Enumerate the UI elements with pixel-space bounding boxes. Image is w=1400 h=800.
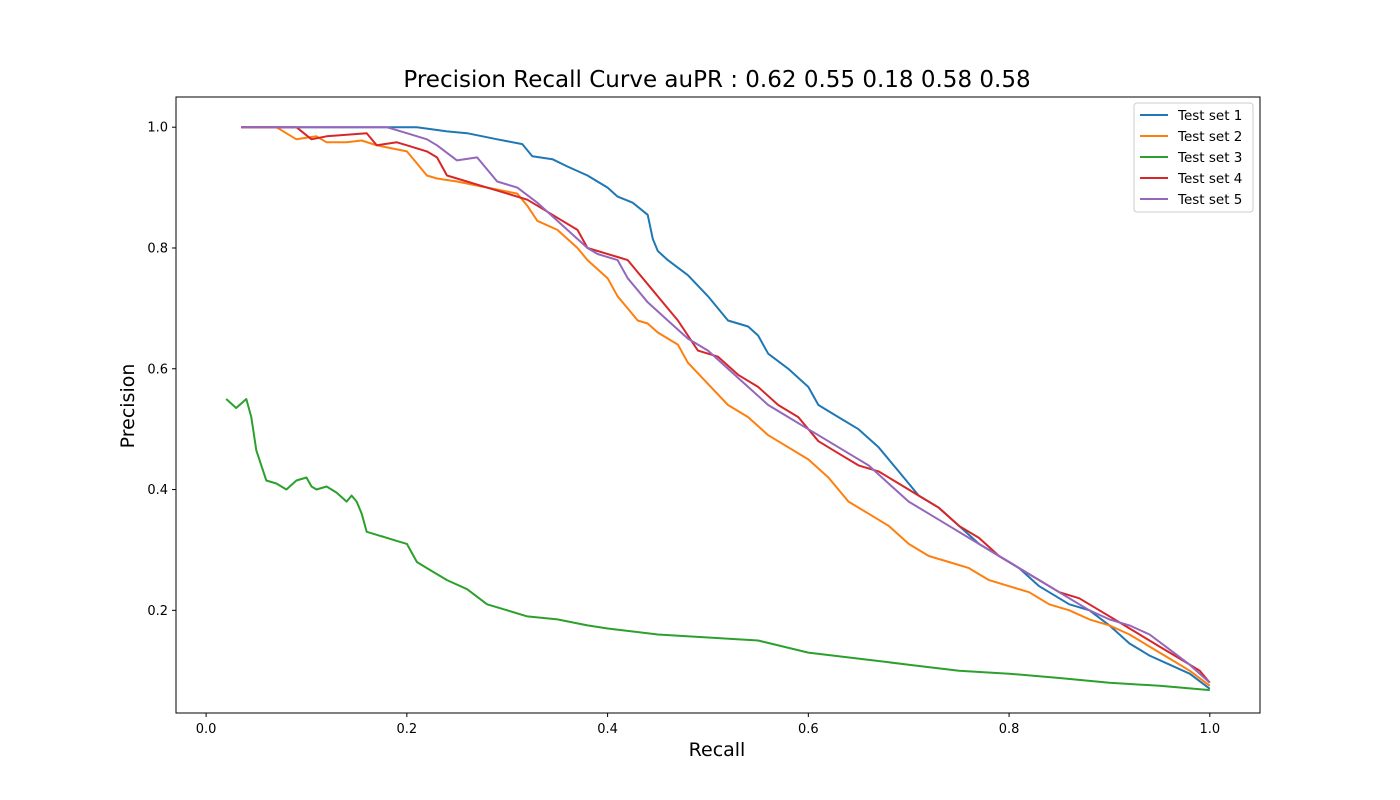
x-tick-label: 0.0 <box>196 722 217 737</box>
legend-box <box>1133 102 1254 213</box>
x-tick-label: 1.0 <box>1199 722 1220 737</box>
x-axis-label: Recall <box>689 739 746 761</box>
x-tick-label: 0.4 <box>597 722 618 737</box>
y-tick-label: 0.2 <box>147 604 168 619</box>
y-tick-label: 1.0 <box>147 121 168 136</box>
legend-label: Test set 5 <box>1177 192 1242 208</box>
series-line-test-set-3 <box>225 398 1210 692</box>
y-axis-label: Precision <box>117 364 139 449</box>
series-layer <box>225 126 1211 692</box>
legend-label: Test set 4 <box>1177 171 1242 187</box>
legend-label: Test set 1 <box>1177 108 1242 124</box>
legend-label: Test set 2 <box>1177 129 1242 145</box>
y-tick-label: 0.4 <box>147 483 168 498</box>
x-tick-label: 0.6 <box>798 722 819 737</box>
series-line-test-set-4 <box>241 126 1211 684</box>
legend-label: Test set 3 <box>1177 150 1242 166</box>
legend: Test set 1 Test set 2 Test set 3 Test set 4… <box>1133 102 1254 213</box>
y-axis-ticks: 0.2 0.4 0.6 0.8 1.0 <box>147 121 176 619</box>
series-line-test-set-1 <box>241 126 1211 690</box>
plot-area-frame <box>175 96 1261 714</box>
y-tick-label: 0.6 <box>147 362 168 377</box>
chart-title: Precision Recall Curve auPR : 0.62 0.55 … <box>403 67 1030 93</box>
y-tick-label: 0.8 <box>147 241 168 256</box>
x-axis-ticks: 0.0 0.2 0.4 0.6 0.8 1.0 <box>196 713 1220 737</box>
series-line-test-set-2 <box>241 126 1211 687</box>
x-tick-label: 0.8 <box>999 722 1020 737</box>
series-line-test-set-5 <box>241 126 1211 684</box>
x-tick-label: 0.2 <box>397 722 418 737</box>
